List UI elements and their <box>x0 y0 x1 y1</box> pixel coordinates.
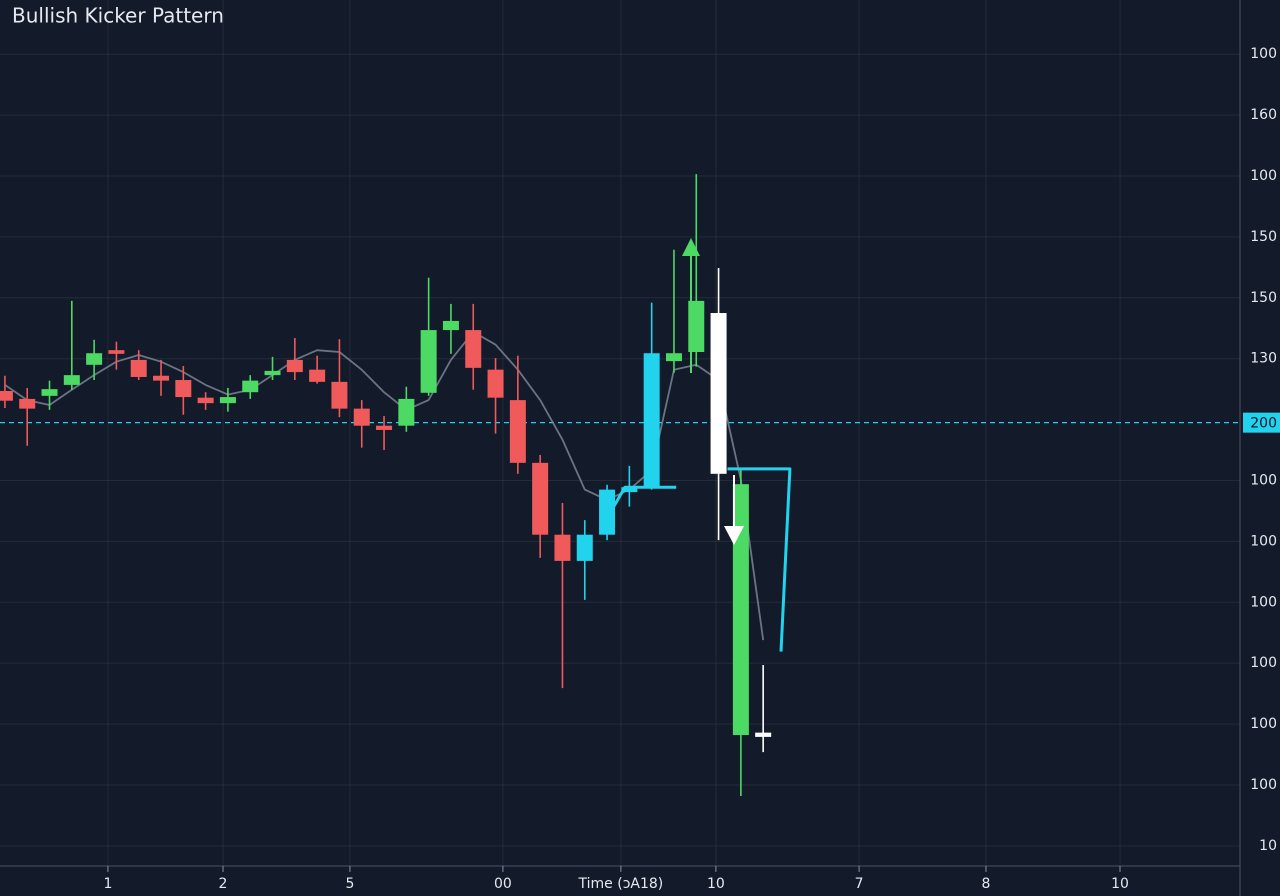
candle-body <box>153 375 170 381</box>
candle-body <box>509 400 526 463</box>
y-tick-label: 100 <box>1250 46 1277 62</box>
x-tick-label: 2 <box>219 876 228 892</box>
candle-body <box>264 370 281 376</box>
candle-body <box>398 398 415 426</box>
candle-body <box>376 425 393 430</box>
y-tick-label: 150 <box>1250 290 1277 306</box>
y-tick-label: 100 <box>1250 777 1277 793</box>
candle-body <box>63 375 80 385</box>
y-tick-label: 10 <box>1259 838 1277 854</box>
grid <box>0 0 1240 866</box>
candle-body <box>353 408 370 426</box>
candle-body <box>576 534 593 561</box>
y-tick-label: 100 <box>1250 594 1277 610</box>
arrow-head <box>724 526 744 545</box>
candle-body <box>554 534 571 561</box>
y-tick-label: 100 <box>1250 473 1277 489</box>
candle-body <box>197 397 214 404</box>
up-arrow <box>682 238 700 373</box>
candle-body <box>755 732 772 737</box>
y-tick-label: 100 <box>1250 655 1277 671</box>
candle-body <box>41 389 58 396</box>
x-tick-label: 10 <box>1111 876 1129 892</box>
candle-body <box>309 369 326 382</box>
candle-body <box>420 330 437 393</box>
y-tick-label: 160 <box>1250 107 1277 123</box>
y-tick-label: 130 <box>1250 351 1277 367</box>
y-tick-label: 200 <box>1250 416 1277 432</box>
y-tick-label: 100 <box>1250 716 1277 732</box>
y-tick-label: 100 <box>1250 533 1277 549</box>
candle-body <box>86 353 103 365</box>
candle-body <box>532 462 549 535</box>
x-tick-label: 7 <box>855 876 864 892</box>
x-tick-label: 8 <box>982 876 991 892</box>
x-tick-label: 10 <box>707 876 725 892</box>
x-tick-label: Time (ↄA18) <box>578 876 664 892</box>
chart-title: Bullish Kicker Pattern <box>12 4 224 28</box>
candle-body <box>442 320 459 331</box>
price-label-box <box>1243 412 1280 433</box>
candle-body <box>487 369 504 398</box>
candle-body <box>465 330 482 368</box>
candle-body <box>219 397 236 404</box>
y-tick-label: 150 <box>1250 229 1277 245</box>
candle-body <box>286 359 303 373</box>
candle-body <box>331 381 348 409</box>
candle-body <box>0 390 13 401</box>
overlay-line <box>599 467 792 652</box>
y-tick-label: 100 <box>1250 168 1277 184</box>
candle-body <box>108 350 125 354</box>
x-tick-label: 00 <box>494 876 512 892</box>
marks <box>0 174 1240 796</box>
y-tick-label: 100 <box>1250 0 1277 1</box>
candle-body <box>19 398 36 409</box>
x-tick-label: 1 <box>103 876 112 892</box>
candle-body <box>643 353 660 488</box>
x-tick-label: 5 <box>345 876 354 892</box>
candle-body <box>732 484 749 736</box>
candle-body <box>710 313 727 474</box>
candle-body <box>665 353 682 362</box>
candle-body <box>688 300 705 353</box>
arrow-head <box>682 238 700 256</box>
candle-body <box>130 359 147 377</box>
candle-body <box>621 487 638 493</box>
candle-body <box>175 380 192 398</box>
down-arrow <box>724 475 744 545</box>
candle-body <box>242 380 259 393</box>
moving-average-line <box>4 331 765 641</box>
